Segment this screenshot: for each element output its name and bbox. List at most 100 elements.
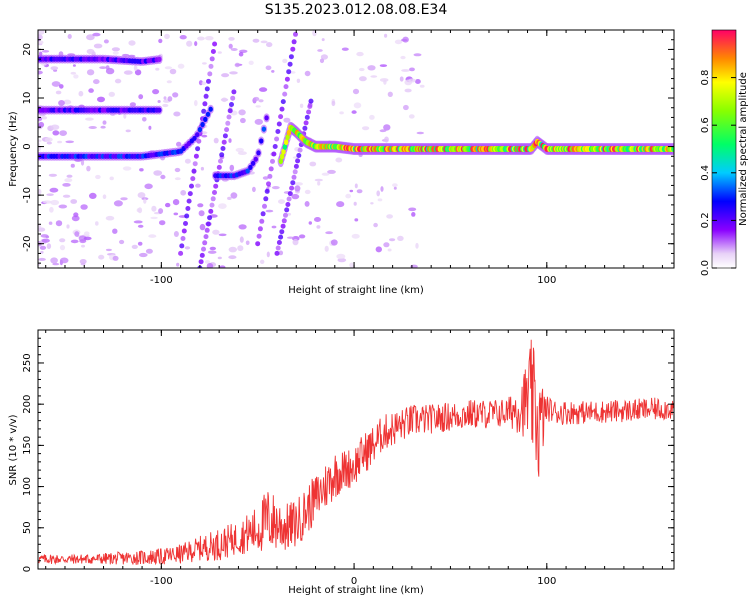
streak-point [202, 101, 208, 107]
snr-y-axis-label: SNR (10 * v/v) [8, 414, 19, 485]
noise-speckle [287, 212, 292, 216]
streak-point [266, 181, 271, 187]
noise-speckle [138, 94, 144, 100]
streak-point [187, 191, 193, 197]
noise-speckle [148, 234, 157, 238]
noise-speckle [134, 69, 142, 76]
streak-point [304, 114, 310, 120]
ridge-point [248, 164, 253, 170]
streak-point [303, 120, 309, 126]
noise-speckle [49, 187, 59, 193]
noise-speckle [312, 30, 317, 37]
streak-point [209, 202, 215, 208]
noise-speckle [111, 47, 120, 52]
noise-speckle [209, 246, 216, 251]
noise-speckle [92, 32, 101, 37]
noise-speckle [384, 33, 388, 38]
noise-speckle [38, 188, 42, 195]
noise-speckle [133, 65, 138, 71]
noise-speckle [341, 47, 349, 51]
noise-speckle [167, 96, 173, 102]
noise-speckle [387, 91, 393, 98]
ridge-point [256, 150, 261, 156]
noise-speckle [122, 53, 130, 57]
noise-speckle [174, 177, 181, 181]
noise-speckle [58, 100, 65, 106]
streak-point [290, 180, 296, 186]
noise-speckle [252, 186, 256, 193]
noise-speckle [153, 170, 163, 176]
streak-point [196, 138, 202, 144]
noise-speckle [324, 245, 329, 252]
streak-point [278, 114, 284, 120]
noise-speckle [345, 193, 352, 199]
ridge-point [285, 134, 290, 141]
noise-speckle [229, 164, 235, 172]
streak-point [225, 120, 231, 126]
noise-speckle [174, 167, 181, 173]
noise-speckle [166, 80, 172, 84]
noise-speckle [139, 168, 144, 172]
noise-speckle [389, 238, 396, 242]
noise-speckle [59, 257, 69, 264]
noise-speckle [158, 38, 163, 44]
y-tick-label: 150 [22, 436, 33, 455]
noise-speckle [59, 238, 66, 243]
noise-speckle [41, 238, 50, 243]
streak-point [267, 173, 273, 179]
noise-speckle [337, 258, 347, 263]
noise-speckle [70, 199, 78, 204]
noise-speckle [98, 254, 105, 260]
noise-speckle [50, 257, 58, 264]
noise-speckle [411, 212, 416, 217]
streak-point [274, 250, 280, 256]
noise-speckle [177, 63, 185, 69]
ridge-point [197, 127, 203, 133]
ridge-point [200, 121, 205, 128]
streak-point [290, 46, 296, 52]
noise-speckle [59, 84, 64, 89]
noise-speckle [148, 125, 152, 130]
noise-speckle [48, 221, 53, 225]
noise-speckle [176, 141, 182, 147]
noise-speckle [74, 231, 80, 237]
noise-speckle [81, 244, 85, 248]
noise-speckle [79, 259, 87, 264]
noise-speckle [125, 129, 131, 133]
noise-speckle [50, 199, 60, 206]
noise-speckle [349, 262, 355, 268]
noise-speckle [38, 117, 43, 122]
streak-point [190, 176, 196, 182]
colorbar-tick-label: 0.6 [700, 117, 711, 133]
noise-speckle [352, 88, 360, 95]
noise-speckle [194, 100, 198, 107]
noise-speckle [59, 244, 66, 251]
noise-speckle [351, 233, 360, 239]
noise-speckle [59, 130, 67, 137]
noise-speckle [351, 110, 357, 114]
noise-speckle [317, 49, 323, 52]
noise-speckle [39, 245, 47, 250]
noise-speckle [320, 54, 328, 60]
noise-speckle [112, 255, 119, 261]
noise-speckle [204, 260, 211, 264]
noise-speckle [120, 197, 128, 201]
noise-speckle [123, 70, 133, 75]
snr-x-axis-label: Height of straight line (km) [288, 585, 424, 596]
noise-speckle [97, 96, 105, 103]
streak-point [205, 221, 211, 227]
noise-speckle [180, 190, 187, 196]
noise-speckle [112, 228, 118, 234]
noise-speckle [265, 209, 274, 213]
streak-point [278, 234, 284, 240]
colorbar-tick-label: 0.2 [700, 212, 711, 228]
noise-speckle [377, 198, 383, 202]
noise-speckle [38, 34, 43, 40]
noise-speckle [399, 76, 404, 82]
noise-speckle [64, 178, 73, 183]
streak-point [263, 196, 269, 202]
noise-speckle [356, 189, 363, 194]
noise-speckle [383, 79, 387, 85]
y-tick-label: 100 [22, 477, 33, 496]
